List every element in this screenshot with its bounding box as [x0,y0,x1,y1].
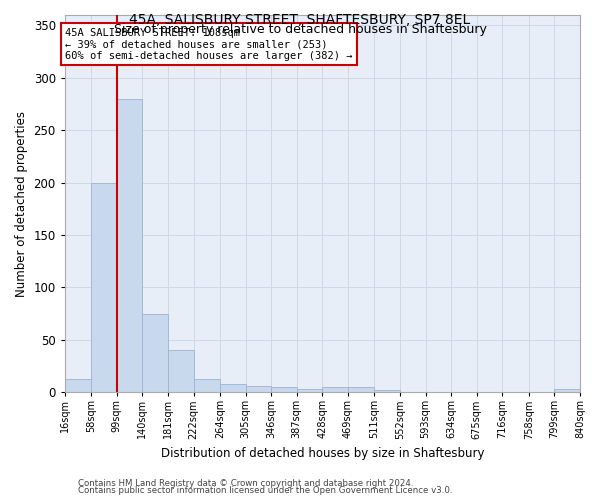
Bar [322,387,348,392]
Text: Contains HM Land Registry data © Crown copyright and database right 2024.: Contains HM Land Registry data © Crown c… [78,478,413,488]
Text: Size of property relative to detached houses in Shaftesbury: Size of property relative to detached ho… [113,22,487,36]
Y-axis label: Number of detached properties: Number of detached properties [15,110,28,296]
Bar [91,182,117,392]
Bar [168,350,194,392]
Bar [142,314,168,392]
Bar [194,378,220,392]
Text: 45A, SALISBURY STREET, SHAFTESBURY, SP7 8EL: 45A, SALISBURY STREET, SHAFTESBURY, SP7 … [130,12,470,26]
Bar [117,99,142,392]
Bar [65,378,91,392]
Bar [220,384,245,392]
Title: 45A, SALISBURY STREET, SHAFTESBURY, SP7 8EL
Size of property relative to detache: 45A, SALISBURY STREET, SHAFTESBURY, SP7 … [0,499,1,500]
X-axis label: Distribution of detached houses by size in Shaftesbury: Distribution of detached houses by size … [161,447,484,460]
Text: Contains public sector information licensed under the Open Government Licence v3: Contains public sector information licen… [78,486,452,495]
Bar [245,386,271,392]
Bar [297,389,322,392]
Bar [374,390,400,392]
Bar [271,387,297,392]
Bar [554,389,580,392]
Text: 45A SALISBURY STREET: 108sqm
← 39% of detached houses are smaller (253)
60% of s: 45A SALISBURY STREET: 108sqm ← 39% of de… [65,28,353,61]
Bar [348,387,374,392]
